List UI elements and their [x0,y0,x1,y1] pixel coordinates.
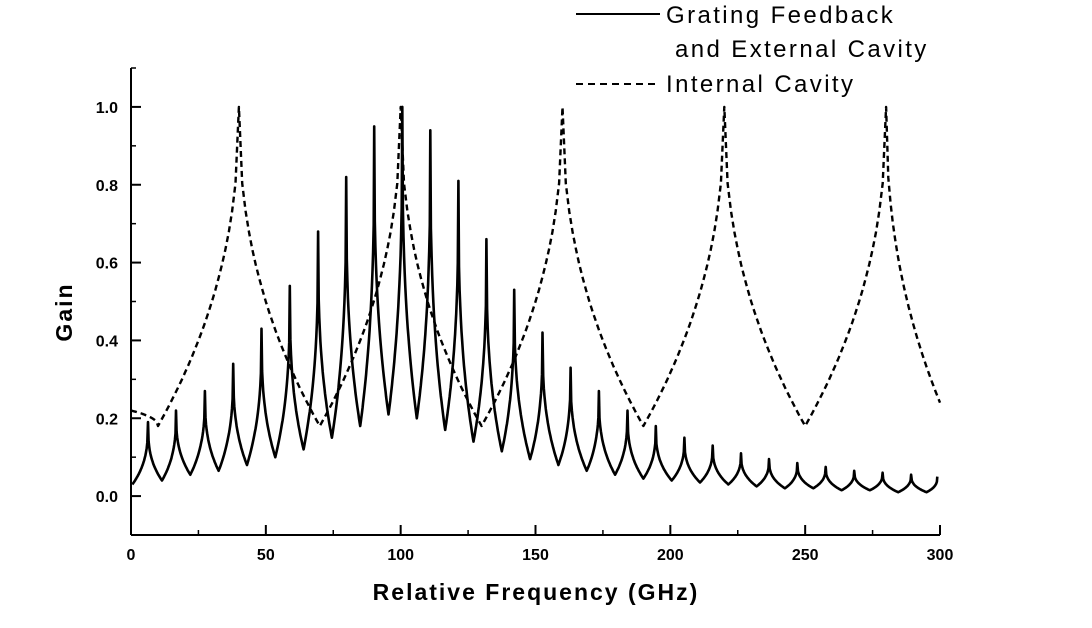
y-tick-label: 0.4 [96,333,118,350]
y-tick-label: 0.2 [96,411,118,428]
x-axis-title: Relative Frequency (GHz) [373,579,700,605]
x-tick-label: 0 [127,547,136,564]
y-tick-label: 1.0 [96,100,118,117]
x-tick-label: 150 [522,547,549,564]
x-tick-label: 50 [257,547,275,564]
series-line-internal-cavity [130,105,942,428]
legend: Grating Feedback and External Cavity Int… [576,2,929,98]
legend-label-grating-line1: Grating Feedback [666,2,895,29]
legend-label-grating-line2: and External Cavity [675,36,929,63]
legend-label-internal-cavity: Internal Cavity [666,71,855,98]
x-tick-label: 200 [657,547,684,564]
x-tick-label: 100 [387,547,414,564]
y-tick-label: 0.8 [96,178,118,195]
axes: 0 50 100 150 200 250 300 0.0 0.2 0.4 0.6 0.8 1.0 [96,67,954,564]
y-tick-label: 0.0 [96,489,118,506]
series-layer [130,105,942,494]
y-tick-label: 0.6 [96,256,118,273]
series-line-grating-feedback [131,105,939,494]
y-axis-title: Gain [51,282,77,341]
x-tick-label: 250 [792,547,819,564]
x-tick-label: 300 [927,547,954,564]
